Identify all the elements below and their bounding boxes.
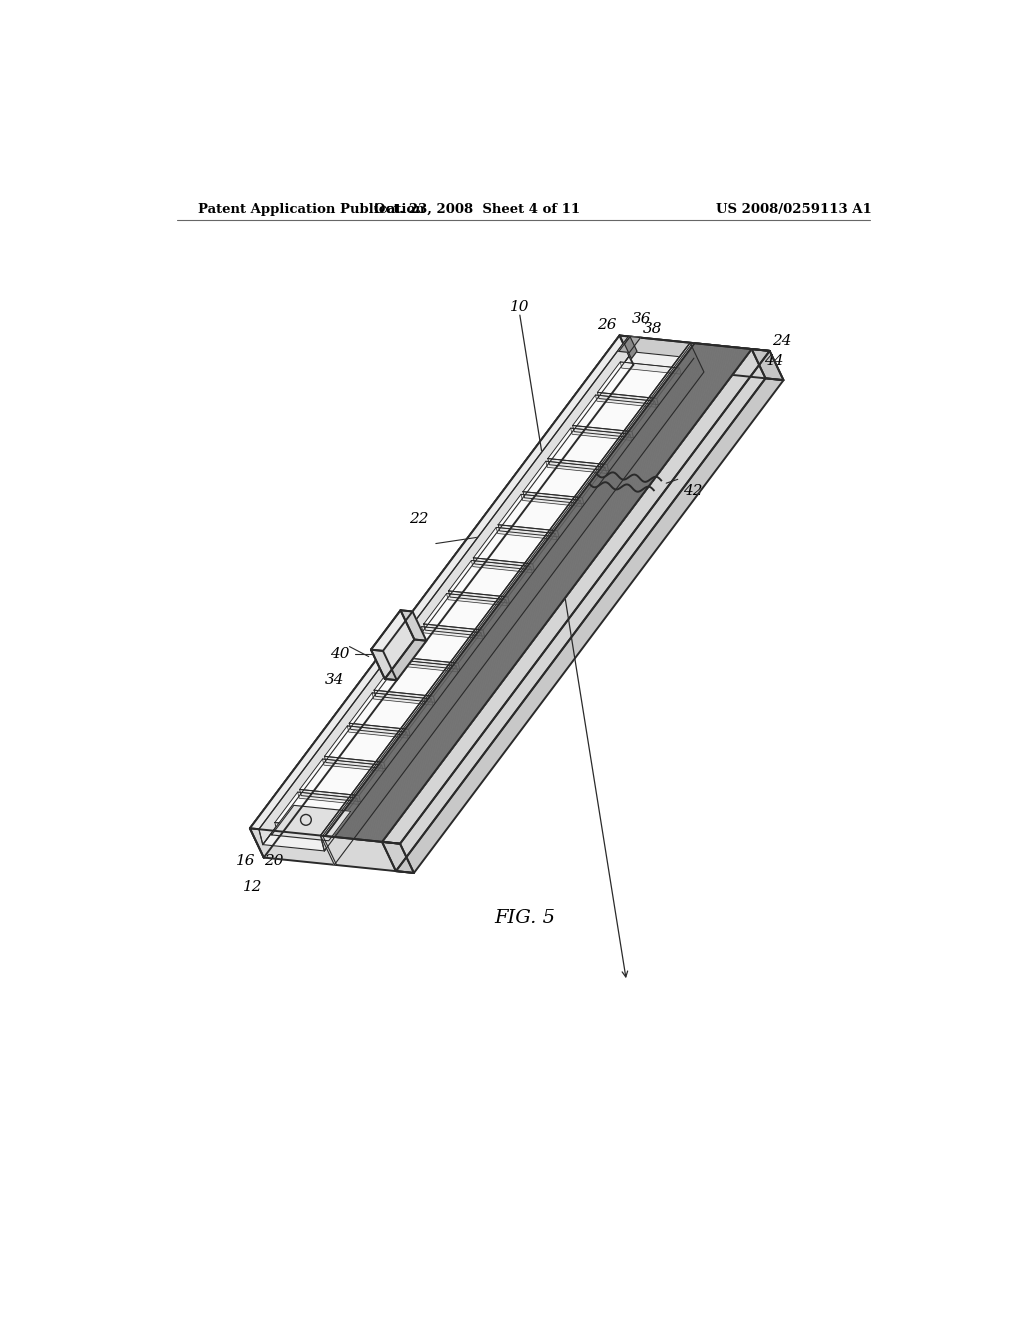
Text: 44: 44 [764,354,783,367]
Polygon shape [250,335,770,843]
Polygon shape [473,558,535,570]
Polygon shape [325,343,752,842]
Polygon shape [498,494,581,531]
Polygon shape [752,348,783,380]
Polygon shape [597,392,658,405]
Polygon shape [382,348,766,871]
Polygon shape [572,395,654,432]
Text: 42: 42 [683,484,702,498]
Polygon shape [625,337,637,359]
Text: FIG. 5: FIG. 5 [495,909,555,928]
Polygon shape [548,458,608,471]
Polygon shape [250,335,634,858]
Polygon shape [374,690,435,702]
Polygon shape [521,494,582,507]
Text: 36: 36 [632,313,651,326]
Text: 14: 14 [476,586,496,599]
Polygon shape [399,657,460,669]
Polygon shape [498,525,559,537]
Polygon shape [396,379,783,873]
Polygon shape [572,425,634,438]
Polygon shape [321,343,694,836]
Polygon shape [382,348,770,843]
Polygon shape [473,528,555,564]
Text: Oct. 23, 2008  Sheet 4 of 11: Oct. 23, 2008 Sheet 4 of 11 [374,203,581,215]
Text: 22: 22 [410,512,429,525]
Text: 34: 34 [325,673,344,686]
Polygon shape [300,789,360,801]
Polygon shape [325,726,407,763]
Polygon shape [374,660,457,696]
Polygon shape [397,660,458,672]
Polygon shape [546,461,606,474]
Polygon shape [620,335,783,380]
Text: 24: 24 [772,334,792,347]
Polygon shape [250,829,414,873]
Polygon shape [321,343,703,865]
Text: 40: 40 [330,647,349,661]
Polygon shape [264,364,641,858]
Polygon shape [300,759,382,796]
Text: 12: 12 [243,879,262,894]
Polygon shape [523,491,584,504]
Polygon shape [385,639,426,680]
Polygon shape [263,352,694,851]
Polygon shape [371,649,397,680]
Polygon shape [523,461,605,498]
Text: 38: 38 [642,322,663,335]
Polygon shape [597,362,680,399]
Polygon shape [422,627,482,639]
Polygon shape [325,756,385,768]
Polygon shape [271,805,351,841]
Polygon shape [548,428,630,465]
Text: 16: 16 [236,854,255,869]
Polygon shape [250,335,629,829]
Polygon shape [449,591,509,603]
Polygon shape [347,726,409,738]
Polygon shape [621,362,681,374]
Text: US 2008/0259113 A1: US 2008/0259113 A1 [716,203,871,215]
Polygon shape [371,610,413,651]
Polygon shape [259,337,633,845]
Polygon shape [446,594,507,606]
Polygon shape [321,343,694,851]
Polygon shape [323,759,383,771]
Polygon shape [382,842,414,873]
Text: Patent Application Publication: Patent Application Publication [199,203,425,215]
Polygon shape [298,792,358,804]
Polygon shape [371,610,415,678]
Polygon shape [449,561,530,597]
Polygon shape [399,627,481,663]
Polygon shape [274,822,336,834]
Polygon shape [349,723,410,735]
Polygon shape [274,792,357,829]
Text: 20: 20 [264,854,284,867]
Polygon shape [424,624,484,636]
Text: 26: 26 [597,318,616,333]
Polygon shape [372,693,433,705]
Polygon shape [497,528,557,540]
Polygon shape [400,610,426,640]
Polygon shape [618,337,641,352]
Text: 10: 10 [510,300,529,314]
Polygon shape [424,594,506,630]
Polygon shape [570,428,632,441]
Polygon shape [349,693,431,730]
Polygon shape [471,561,532,573]
Text: 18: 18 [336,789,355,804]
Polygon shape [595,395,656,408]
